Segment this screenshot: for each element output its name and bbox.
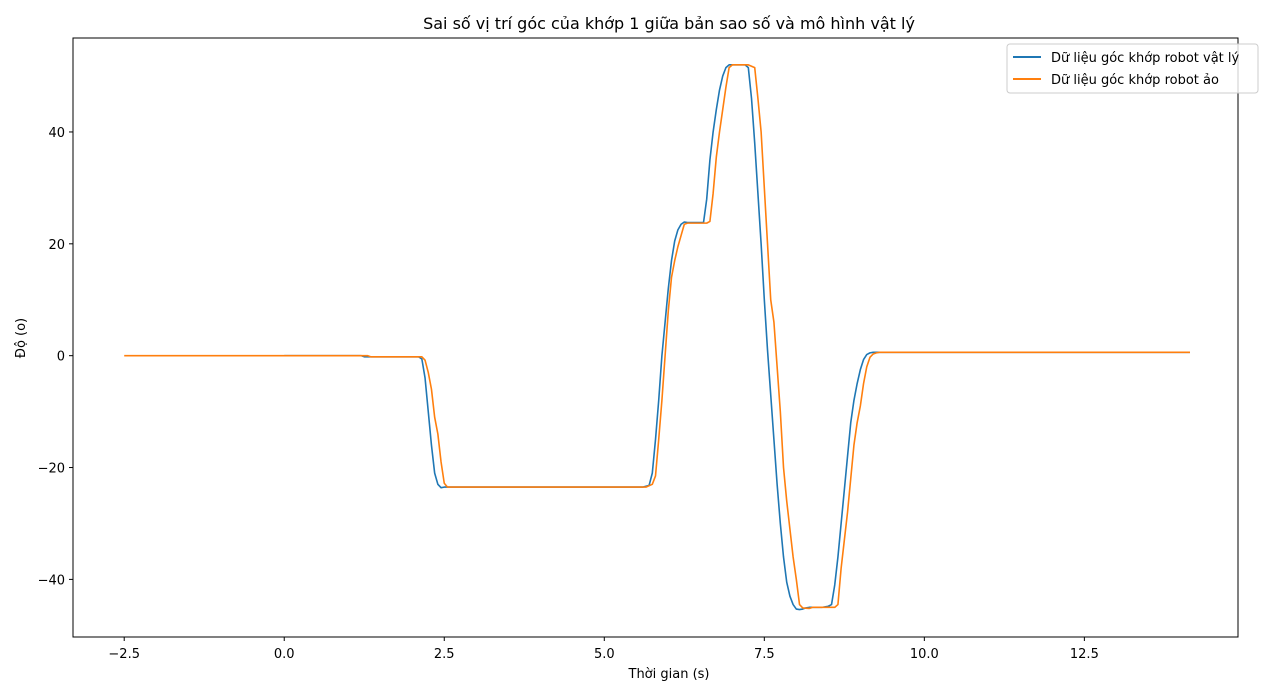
series-line-1 (124, 64, 1190, 610)
x-tick-label: 10.0 (910, 647, 939, 662)
x-axis-label: Thời gian (s) (628, 667, 710, 682)
plot-frame (72, 37, 1239, 638)
series-line-0 (284, 64, 1190, 611)
x-tick-label: 2.5 (434, 647, 455, 662)
x-axis: −2.5 0.0 2.5 5.0 7.5 10.0 12.5 (108, 637, 1099, 662)
legend-label-physical: Dữ liệu góc khớp robot vật lý (1051, 51, 1240, 66)
x-tick-label: 0.0 (274, 647, 295, 662)
legend-box (1006, 43, 1259, 94)
legend: Dữ liệu góc khớp robot vật lý Dữ liệu gó… (1006, 43, 1259, 94)
x-tick-label: 7.5 (754, 647, 775, 662)
x-tick-label: 5.0 (594, 647, 615, 662)
y-tick-label: 40 (48, 126, 65, 141)
y-tick-label: 20 (48, 238, 65, 253)
y-tick-label: 0 (57, 350, 65, 365)
plot-area (124, 64, 1190, 611)
y-axis-label: Độ (o) (14, 318, 29, 358)
y-tick-label: −20 (38, 462, 65, 477)
legend-label-virtual: Dữ liệu góc khớp robot ảo (1051, 73, 1219, 88)
y-tick-label: −40 (38, 573, 65, 588)
y-axis: −40 −20 0 20 40 (38, 126, 73, 588)
x-tick-label: −2.5 (108, 647, 140, 662)
chart-title: Sai số vị trí góc của khớp 1 giữa bản sa… (423, 14, 915, 33)
x-tick-label: 12.5 (1070, 647, 1099, 662)
